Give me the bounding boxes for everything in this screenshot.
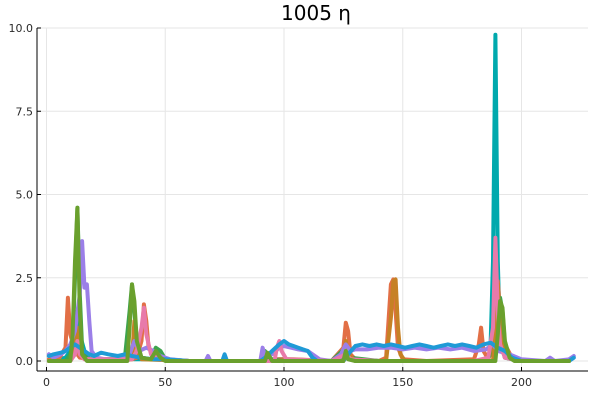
- axes: [36, 27, 588, 372]
- x-tick-label: 150: [392, 376, 413, 389]
- y-tick-label: 5.0: [16, 189, 34, 202]
- tick-labels: 0 50 100 150 200 0.0 2.5 5.0 7.5 10.0: [9, 22, 533, 389]
- x-tick-label: 50: [158, 376, 172, 389]
- series-line-8: [46, 205, 571, 363]
- y-tick-label: 10.0: [9, 22, 34, 35]
- y-tick-label: 2.5: [16, 272, 34, 285]
- y-tick-label: 0.0: [16, 355, 34, 368]
- x-tick-label: 100: [274, 376, 295, 389]
- x-tick-label: 0: [43, 376, 50, 389]
- series-line-7: [46, 339, 576, 363]
- series-lines: [46, 32, 576, 363]
- y-tick-label: 7.5: [16, 105, 34, 118]
- chart-title: 1005 η: [281, 1, 351, 25]
- x-tick-label: 200: [511, 376, 532, 389]
